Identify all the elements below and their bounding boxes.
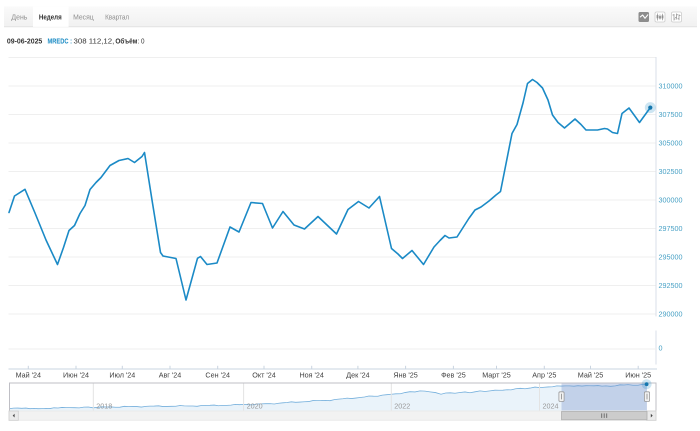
svg-text:Май '25: Май '25 bbox=[578, 370, 603, 379]
svg-text:MREDC :: MREDC : bbox=[48, 36, 73, 45]
svg-text:290000: 290000 bbox=[659, 310, 683, 319]
svg-text:Май '24: Май '24 bbox=[16, 370, 41, 379]
svg-text:Янв '25: Янв '25 bbox=[393, 370, 417, 379]
svg-text:295000: 295000 bbox=[659, 253, 683, 262]
svg-text:Квартал: Квартал bbox=[105, 12, 129, 21]
svg-text:Июн '24: Июн '24 bbox=[63, 370, 89, 379]
svg-text:2022: 2022 bbox=[394, 402, 410, 411]
svg-text:09-06-2025: 09-06-2025 bbox=[7, 36, 42, 45]
svg-text:2024: 2024 bbox=[543, 402, 559, 411]
svg-text:Окт '24: Окт '24 bbox=[252, 370, 275, 379]
svg-text:: 0: : 0 bbox=[138, 36, 145, 45]
svg-text:310000: 310000 bbox=[659, 82, 683, 91]
svg-text:Апр '25: Апр '25 bbox=[532, 370, 556, 379]
svg-text:0: 0 bbox=[659, 344, 663, 353]
svg-text:305000: 305000 bbox=[659, 139, 683, 148]
svg-text:Март '25: Март '25 bbox=[482, 370, 511, 379]
svg-text:Неделя: Неделя bbox=[39, 12, 62, 21]
svg-text:Сен '24: Сен '24 bbox=[205, 370, 230, 379]
svg-text:307500: 307500 bbox=[659, 110, 683, 119]
svg-text:Объём: Объём bbox=[115, 36, 137, 45]
svg-text:Фев '25: Фев '25 bbox=[441, 370, 466, 379]
svg-text:Дек '24: Дек '24 bbox=[346, 370, 369, 379]
svg-text:Июл '24: Июл '24 bbox=[109, 370, 135, 379]
svg-text:2018: 2018 bbox=[96, 402, 112, 411]
svg-text:297500: 297500 bbox=[659, 224, 683, 233]
svg-text:302500: 302500 bbox=[659, 167, 683, 176]
svg-text:300000: 300000 bbox=[659, 196, 683, 205]
svg-text:Июн '25: Июн '25 bbox=[625, 370, 651, 379]
svg-text:День: День bbox=[11, 12, 27, 21]
svg-text:292500: 292500 bbox=[659, 281, 683, 290]
svg-text:2020: 2020 bbox=[247, 402, 263, 411]
svg-text:Месяц: Месяц bbox=[73, 12, 94, 21]
svg-text:308 112,12,: 308 112,12, bbox=[74, 36, 115, 45]
svg-text:Ноя '24: Ноя '24 bbox=[299, 370, 323, 379]
svg-text:Авг '24: Авг '24 bbox=[159, 370, 182, 379]
